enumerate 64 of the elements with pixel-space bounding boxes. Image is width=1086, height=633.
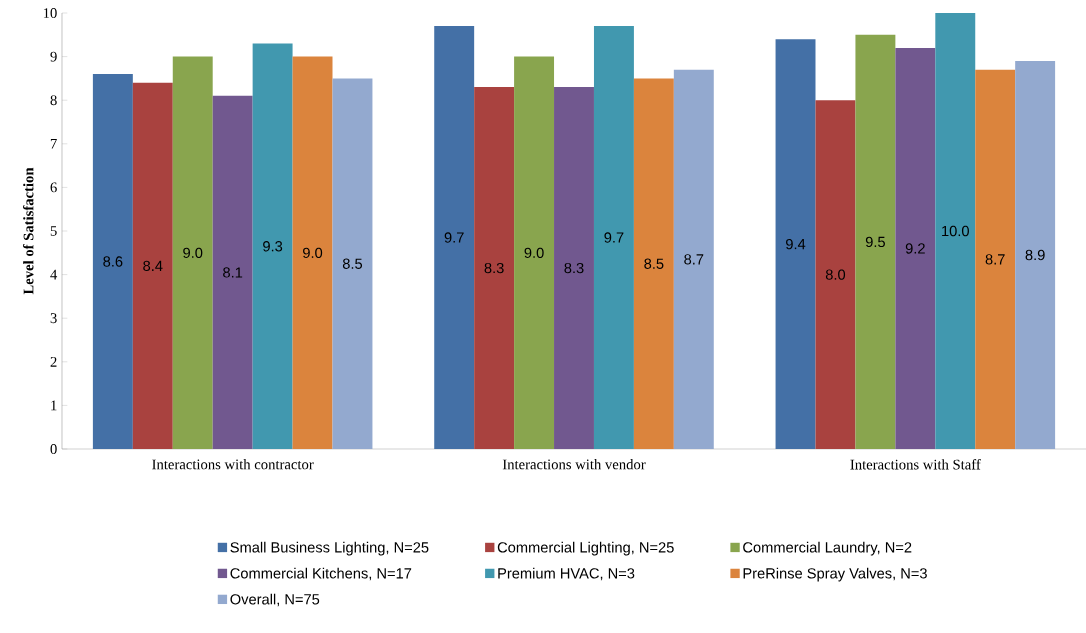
legend-label: Commercial Kitchens, N=17: [230, 567, 412, 581]
x-tick-label: Interactions with contractor: [152, 459, 314, 470]
y-tick-label: 9: [50, 51, 57, 62]
legend-label: Small Business Lighting, N=25: [230, 541, 429, 556]
bar: [975, 69, 1016, 449]
legend-label: PreRinse Spray Valves, N=3: [743, 567, 927, 582]
y-tick-label: 10: [43, 8, 57, 18]
data-label: 9.0: [303, 247, 323, 258]
bar: [434, 26, 475, 449]
data-label: 9.7: [444, 232, 464, 243]
data-label: 8.5: [644, 258, 664, 269]
data-label: 8.6: [103, 256, 123, 267]
x-tick-label: Interactions with Staff: [850, 459, 981, 470]
data-label: 9.5: [865, 236, 885, 248]
data-label: 8.9: [1025, 249, 1045, 261]
bar: [132, 82, 173, 449]
bar: [593, 26, 634, 449]
bar: [172, 56, 213, 449]
y-tick-label: 8: [50, 95, 57, 106]
y-tick-label: 4: [50, 269, 58, 280]
y-tick-label: 0: [50, 444, 57, 454]
data-label: 9.2: [905, 243, 925, 254]
bar: [292, 56, 333, 449]
data-label: 8.1: [223, 267, 243, 278]
bar: [212, 95, 253, 449]
data-label: 10.0: [942, 225, 969, 237]
data-label: 8.3: [564, 262, 584, 274]
data-label: 9.0: [524, 247, 544, 258]
y-axis-title: Level of Satisfaction: [23, 167, 34, 295]
bar: [935, 13, 976, 449]
y-tick-label: 3: [50, 313, 57, 324]
data-label: 9.0: [183, 247, 203, 258]
bar: [252, 43, 293, 449]
data-label: 8.0: [825, 269, 846, 280]
y-tick-label: 1: [51, 400, 57, 411]
bar: [332, 78, 373, 449]
bar: [815, 100, 856, 449]
bar: [554, 87, 594, 449]
legend-label: Commercial Laundry, N=2: [743, 541, 912, 556]
bar: [855, 34, 896, 449]
data-label: 8.4: [143, 260, 163, 272]
bar: [92, 74, 133, 449]
data-label: 8.7: [985, 254, 1005, 265]
y-tick-label: 2: [50, 356, 57, 367]
bar: [775, 39, 816, 449]
data-label: 9.4: [786, 238, 806, 250]
bar: [514, 56, 555, 449]
bar: [633, 78, 674, 449]
bar: [895, 47, 936, 449]
data-label: 8.5: [342, 258, 363, 269]
bar: [1015, 60, 1056, 449]
y-tick-label: 6: [50, 182, 57, 193]
x-tick-label: Interactions with vendor: [502, 459, 646, 470]
y-tick-label: 7: [50, 139, 57, 149]
legend-label: Overall, N=75: [230, 593, 320, 607]
data-label: 9.3: [263, 241, 283, 252]
bar: [673, 69, 714, 449]
bar: [474, 87, 515, 449]
data-label: 8.7: [684, 254, 704, 265]
legend-label: Premium HVAC, N=3: [498, 567, 635, 581]
legend-label: Commercial Lighting, N=25: [497, 541, 674, 556]
data-label: 8.3: [484, 262, 504, 274]
data-label: 9.7: [604, 232, 624, 243]
y-tick-label: 5: [50, 226, 57, 236]
